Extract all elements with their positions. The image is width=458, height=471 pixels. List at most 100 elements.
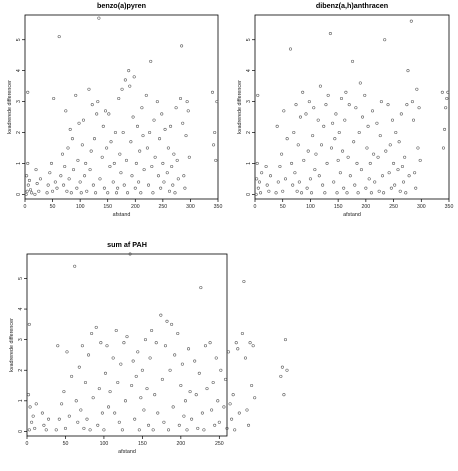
data-point bbox=[193, 359, 197, 363]
data-point bbox=[279, 374, 283, 378]
data-point bbox=[185, 428, 189, 432]
data-point bbox=[173, 353, 177, 357]
data-point bbox=[268, 174, 273, 178]
data-point bbox=[98, 177, 102, 181]
data-point bbox=[100, 411, 104, 415]
data-point bbox=[131, 115, 135, 119]
data-point bbox=[74, 93, 78, 97]
data-point bbox=[130, 384, 134, 388]
data-point bbox=[247, 423, 251, 427]
data-point bbox=[256, 186, 260, 190]
data-point bbox=[108, 390, 112, 394]
data-point bbox=[28, 405, 32, 409]
x-tick-label: 150 bbox=[138, 441, 147, 447]
data-point bbox=[280, 152, 284, 156]
data-point bbox=[47, 417, 51, 421]
data-point bbox=[237, 411, 241, 415]
data-point bbox=[87, 353, 91, 357]
data-point bbox=[33, 426, 37, 430]
y-tick-label: 1 bbox=[246, 162, 252, 165]
y-tick-label: 4 bbox=[16, 69, 22, 72]
data-point bbox=[82, 426, 86, 430]
data-point bbox=[306, 149, 310, 153]
y-tick-label: 2 bbox=[16, 131, 22, 134]
data-point bbox=[151, 191, 155, 195]
data-point bbox=[353, 183, 357, 187]
data-point bbox=[113, 130, 117, 135]
data-point bbox=[148, 356, 152, 360]
data-point bbox=[275, 124, 279, 128]
y-tick-label: 4 bbox=[18, 308, 24, 311]
data-point bbox=[159, 186, 163, 190]
data-point bbox=[194, 393, 198, 397]
y-tick-label: 4 bbox=[246, 69, 252, 72]
x-tick-label: 350 bbox=[445, 204, 454, 210]
data-point bbox=[312, 106, 316, 110]
data-point bbox=[253, 396, 257, 400]
data-point bbox=[107, 112, 111, 116]
data-point bbox=[60, 152, 65, 156]
data-point bbox=[212, 143, 216, 147]
data-point bbox=[213, 423, 217, 427]
data-point bbox=[90, 332, 94, 336]
data-point bbox=[398, 189, 402, 193]
data-point bbox=[199, 286, 203, 290]
data-point bbox=[53, 180, 57, 184]
data-point bbox=[440, 90, 444, 94]
data-point bbox=[308, 177, 312, 181]
data-point bbox=[215, 100, 219, 104]
data-point bbox=[158, 137, 162, 141]
x-tick-label: 0 bbox=[26, 441, 29, 447]
data-point bbox=[231, 393, 235, 397]
data-point bbox=[175, 158, 179, 162]
data-point bbox=[117, 96, 121, 101]
data-point bbox=[75, 186, 79, 190]
data-point bbox=[119, 362, 123, 366]
data-point bbox=[112, 161, 116, 165]
data-point bbox=[57, 417, 61, 421]
data-point bbox=[139, 191, 143, 195]
data-point bbox=[62, 183, 66, 187]
data-point bbox=[30, 420, 34, 424]
plot-frame bbox=[26, 253, 228, 437]
data-point bbox=[259, 191, 263, 195]
data-point bbox=[131, 359, 135, 363]
data-point bbox=[205, 387, 209, 391]
data-point bbox=[222, 405, 226, 409]
data-point bbox=[294, 103, 298, 107]
data-point bbox=[96, 100, 100, 104]
data-point bbox=[107, 405, 111, 409]
x-tick-label: 50 bbox=[280, 204, 286, 210]
data-point bbox=[27, 428, 31, 432]
data-point bbox=[103, 109, 108, 113]
data-point bbox=[290, 161, 294, 165]
data-point bbox=[406, 69, 410, 73]
data-point bbox=[213, 130, 217, 135]
data-point bbox=[125, 335, 129, 339]
data-point bbox=[60, 402, 64, 406]
data-point bbox=[383, 38, 387, 42]
data-point bbox=[265, 183, 269, 187]
data-point bbox=[141, 134, 145, 138]
x-tick-label: 150 bbox=[103, 204, 112, 210]
data-point bbox=[167, 428, 171, 432]
data-point bbox=[91, 396, 95, 400]
data-point bbox=[386, 103, 390, 107]
data-point bbox=[78, 180, 82, 184]
data-point bbox=[56, 344, 60, 348]
data-point bbox=[108, 165, 112, 169]
data-point bbox=[185, 100, 189, 104]
data-point bbox=[278, 165, 282, 169]
data-point bbox=[132, 75, 136, 79]
data-point bbox=[73, 264, 77, 268]
data-point bbox=[178, 96, 183, 101]
data-point bbox=[257, 180, 261, 184]
data-point bbox=[282, 393, 286, 397]
data-point bbox=[399, 112, 403, 116]
data-point bbox=[376, 155, 380, 159]
data-point bbox=[227, 350, 231, 354]
data-point bbox=[317, 174, 321, 178]
data-point bbox=[68, 127, 72, 131]
data-point bbox=[25, 174, 29, 178]
data-point bbox=[378, 134, 382, 138]
